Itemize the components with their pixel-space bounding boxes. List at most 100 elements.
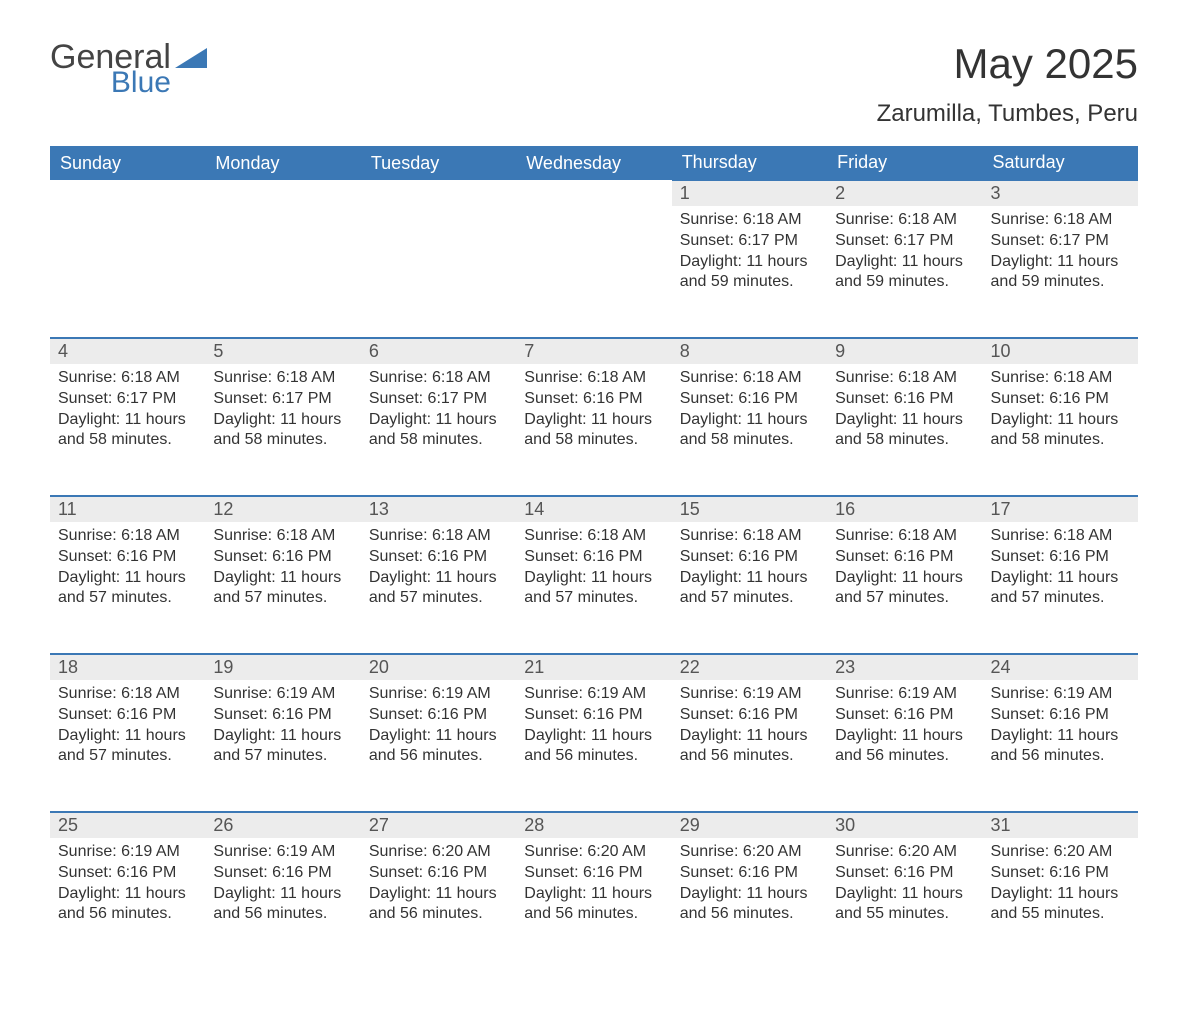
sunset-line: Sunset: 6:16 PM	[835, 547, 974, 568]
sunset-line: Sunset: 6:16 PM	[58, 863, 197, 884]
day-body-cell	[361, 206, 516, 338]
day-body-cell: Sunrise: 6:20 AMSunset: 6:16 PMDaylight:…	[361, 838, 516, 970]
day-number-cell: 2	[827, 180, 982, 206]
sunset-line: Sunset: 6:16 PM	[369, 863, 508, 884]
sunset-line: Sunset: 6:16 PM	[835, 863, 974, 884]
day-number-cell: 10	[983, 338, 1138, 364]
weekday-header: Monday	[205, 146, 360, 180]
sunset-line: Sunset: 6:16 PM	[58, 547, 197, 568]
day-number-cell: 13	[361, 496, 516, 522]
logo-triangle-icon	[175, 46, 207, 68]
day-number-cell: 16	[827, 496, 982, 522]
sunset-line: Sunset: 6:16 PM	[680, 389, 819, 410]
sunrise-line: Sunrise: 6:18 AM	[835, 368, 974, 389]
sunrise-line: Sunrise: 6:18 AM	[991, 210, 1130, 231]
sunset-line: Sunset: 6:17 PM	[213, 389, 352, 410]
day-number-cell: 28	[516, 812, 671, 838]
sunset-line: Sunset: 6:16 PM	[524, 863, 663, 884]
daylight-line: Daylight: 11 hours and 57 minutes.	[58, 568, 197, 610]
sunrise-line: Sunrise: 6:18 AM	[680, 210, 819, 231]
day-number-cell: 3	[983, 180, 1138, 206]
day-body-cell: Sunrise: 6:19 AMSunset: 6:16 PMDaylight:…	[516, 680, 671, 812]
day-number-cell: 1	[672, 180, 827, 206]
day-number-cell: 22	[672, 654, 827, 680]
sunrise-line: Sunrise: 6:18 AM	[680, 368, 819, 389]
sunset-line: Sunset: 6:16 PM	[524, 705, 663, 726]
sunrise-line: Sunrise: 6:18 AM	[58, 526, 197, 547]
sunrise-line: Sunrise: 6:18 AM	[835, 210, 974, 231]
daylight-line: Daylight: 11 hours and 56 minutes.	[213, 884, 352, 926]
sunrise-line: Sunrise: 6:19 AM	[213, 842, 352, 863]
day-body-cell: Sunrise: 6:18 AMSunset: 6:16 PMDaylight:…	[827, 522, 982, 654]
day-body-cell: Sunrise: 6:18 AMSunset: 6:16 PMDaylight:…	[983, 364, 1138, 496]
day-body-cell: Sunrise: 6:18 AMSunset: 6:16 PMDaylight:…	[516, 364, 671, 496]
day-body-cell: Sunrise: 6:18 AMSunset: 6:16 PMDaylight:…	[50, 680, 205, 812]
daylight-line: Daylight: 11 hours and 57 minutes.	[213, 568, 352, 610]
sunset-line: Sunset: 6:16 PM	[991, 389, 1130, 410]
daylight-line: Daylight: 11 hours and 58 minutes.	[524, 410, 663, 452]
day-number-cell: 7	[516, 338, 671, 364]
sunset-line: Sunset: 6:16 PM	[991, 547, 1130, 568]
day-body-row: Sunrise: 6:19 AMSunset: 6:16 PMDaylight:…	[50, 838, 1138, 970]
sunset-line: Sunset: 6:16 PM	[213, 547, 352, 568]
day-body-row: Sunrise: 6:18 AMSunset: 6:17 PMDaylight:…	[50, 364, 1138, 496]
sunrise-line: Sunrise: 6:19 AM	[680, 684, 819, 705]
daylight-line: Daylight: 11 hours and 56 minutes.	[835, 726, 974, 768]
sunset-line: Sunset: 6:17 PM	[369, 389, 508, 410]
day-number-cell	[361, 180, 516, 206]
weekday-header: Friday	[827, 146, 982, 180]
day-body-cell: Sunrise: 6:18 AMSunset: 6:16 PMDaylight:…	[827, 364, 982, 496]
daylight-line: Daylight: 11 hours and 56 minutes.	[369, 884, 508, 926]
sunrise-line: Sunrise: 6:20 AM	[835, 842, 974, 863]
sunset-line: Sunset: 6:16 PM	[991, 705, 1130, 726]
daylight-line: Daylight: 11 hours and 56 minutes.	[991, 726, 1130, 768]
daylight-line: Daylight: 11 hours and 56 minutes.	[524, 726, 663, 768]
day-number-cell: 15	[672, 496, 827, 522]
sunrise-line: Sunrise: 6:20 AM	[991, 842, 1130, 863]
sunrise-line: Sunrise: 6:20 AM	[680, 842, 819, 863]
sunset-line: Sunset: 6:16 PM	[213, 863, 352, 884]
daylight-line: Daylight: 11 hours and 58 minutes.	[213, 410, 352, 452]
day-number-cell: 12	[205, 496, 360, 522]
daylight-line: Daylight: 11 hours and 55 minutes.	[835, 884, 974, 926]
daylight-line: Daylight: 11 hours and 59 minutes.	[680, 252, 819, 294]
day-body-row: Sunrise: 6:18 AMSunset: 6:17 PMDaylight:…	[50, 206, 1138, 338]
day-body-cell: Sunrise: 6:20 AMSunset: 6:16 PMDaylight:…	[983, 838, 1138, 970]
sunset-line: Sunset: 6:16 PM	[58, 705, 197, 726]
day-number-cell: 26	[205, 812, 360, 838]
day-body-cell: Sunrise: 6:18 AMSunset: 6:17 PMDaylight:…	[827, 206, 982, 338]
sunset-line: Sunset: 6:16 PM	[524, 547, 663, 568]
sunset-line: Sunset: 6:16 PM	[835, 705, 974, 726]
day-body-cell: Sunrise: 6:19 AMSunset: 6:16 PMDaylight:…	[672, 680, 827, 812]
day-number-cell: 9	[827, 338, 982, 364]
day-number-row: 18192021222324	[50, 654, 1138, 680]
sunrise-line: Sunrise: 6:19 AM	[991, 684, 1130, 705]
day-number-cell: 4	[50, 338, 205, 364]
sunrise-line: Sunrise: 6:20 AM	[369, 842, 508, 863]
calendar-table: Sunday Monday Tuesday Wednesday Thursday…	[50, 146, 1138, 970]
day-number-cell: 8	[672, 338, 827, 364]
sunrise-line: Sunrise: 6:18 AM	[991, 368, 1130, 389]
day-body-cell: Sunrise: 6:18 AMSunset: 6:16 PMDaylight:…	[205, 522, 360, 654]
sunrise-line: Sunrise: 6:18 AM	[213, 368, 352, 389]
daylight-line: Daylight: 11 hours and 57 minutes.	[991, 568, 1130, 610]
sunrise-line: Sunrise: 6:18 AM	[369, 526, 508, 547]
day-number-cell: 19	[205, 654, 360, 680]
daylight-line: Daylight: 11 hours and 58 minutes.	[680, 410, 819, 452]
day-body-cell: Sunrise: 6:20 AMSunset: 6:16 PMDaylight:…	[516, 838, 671, 970]
header: General Blue May 2025 Zarumilla, Tumbes,…	[50, 40, 1138, 128]
sunset-line: Sunset: 6:16 PM	[835, 389, 974, 410]
sunrise-line: Sunrise: 6:18 AM	[213, 526, 352, 547]
daylight-line: Daylight: 11 hours and 57 minutes.	[213, 726, 352, 768]
day-body-cell	[205, 206, 360, 338]
day-body-row: Sunrise: 6:18 AMSunset: 6:16 PMDaylight:…	[50, 680, 1138, 812]
daylight-line: Daylight: 11 hours and 57 minutes.	[680, 568, 819, 610]
sunrise-line: Sunrise: 6:20 AM	[524, 842, 663, 863]
sunset-line: Sunset: 6:17 PM	[680, 231, 819, 252]
weekday-header-row: Sunday Monday Tuesday Wednesday Thursday…	[50, 146, 1138, 180]
sunrise-line: Sunrise: 6:18 AM	[524, 526, 663, 547]
day-body-cell: Sunrise: 6:19 AMSunset: 6:16 PMDaylight:…	[827, 680, 982, 812]
sunset-line: Sunset: 6:16 PM	[680, 705, 819, 726]
daylight-line: Daylight: 11 hours and 58 minutes.	[991, 410, 1130, 452]
sunrise-line: Sunrise: 6:18 AM	[369, 368, 508, 389]
